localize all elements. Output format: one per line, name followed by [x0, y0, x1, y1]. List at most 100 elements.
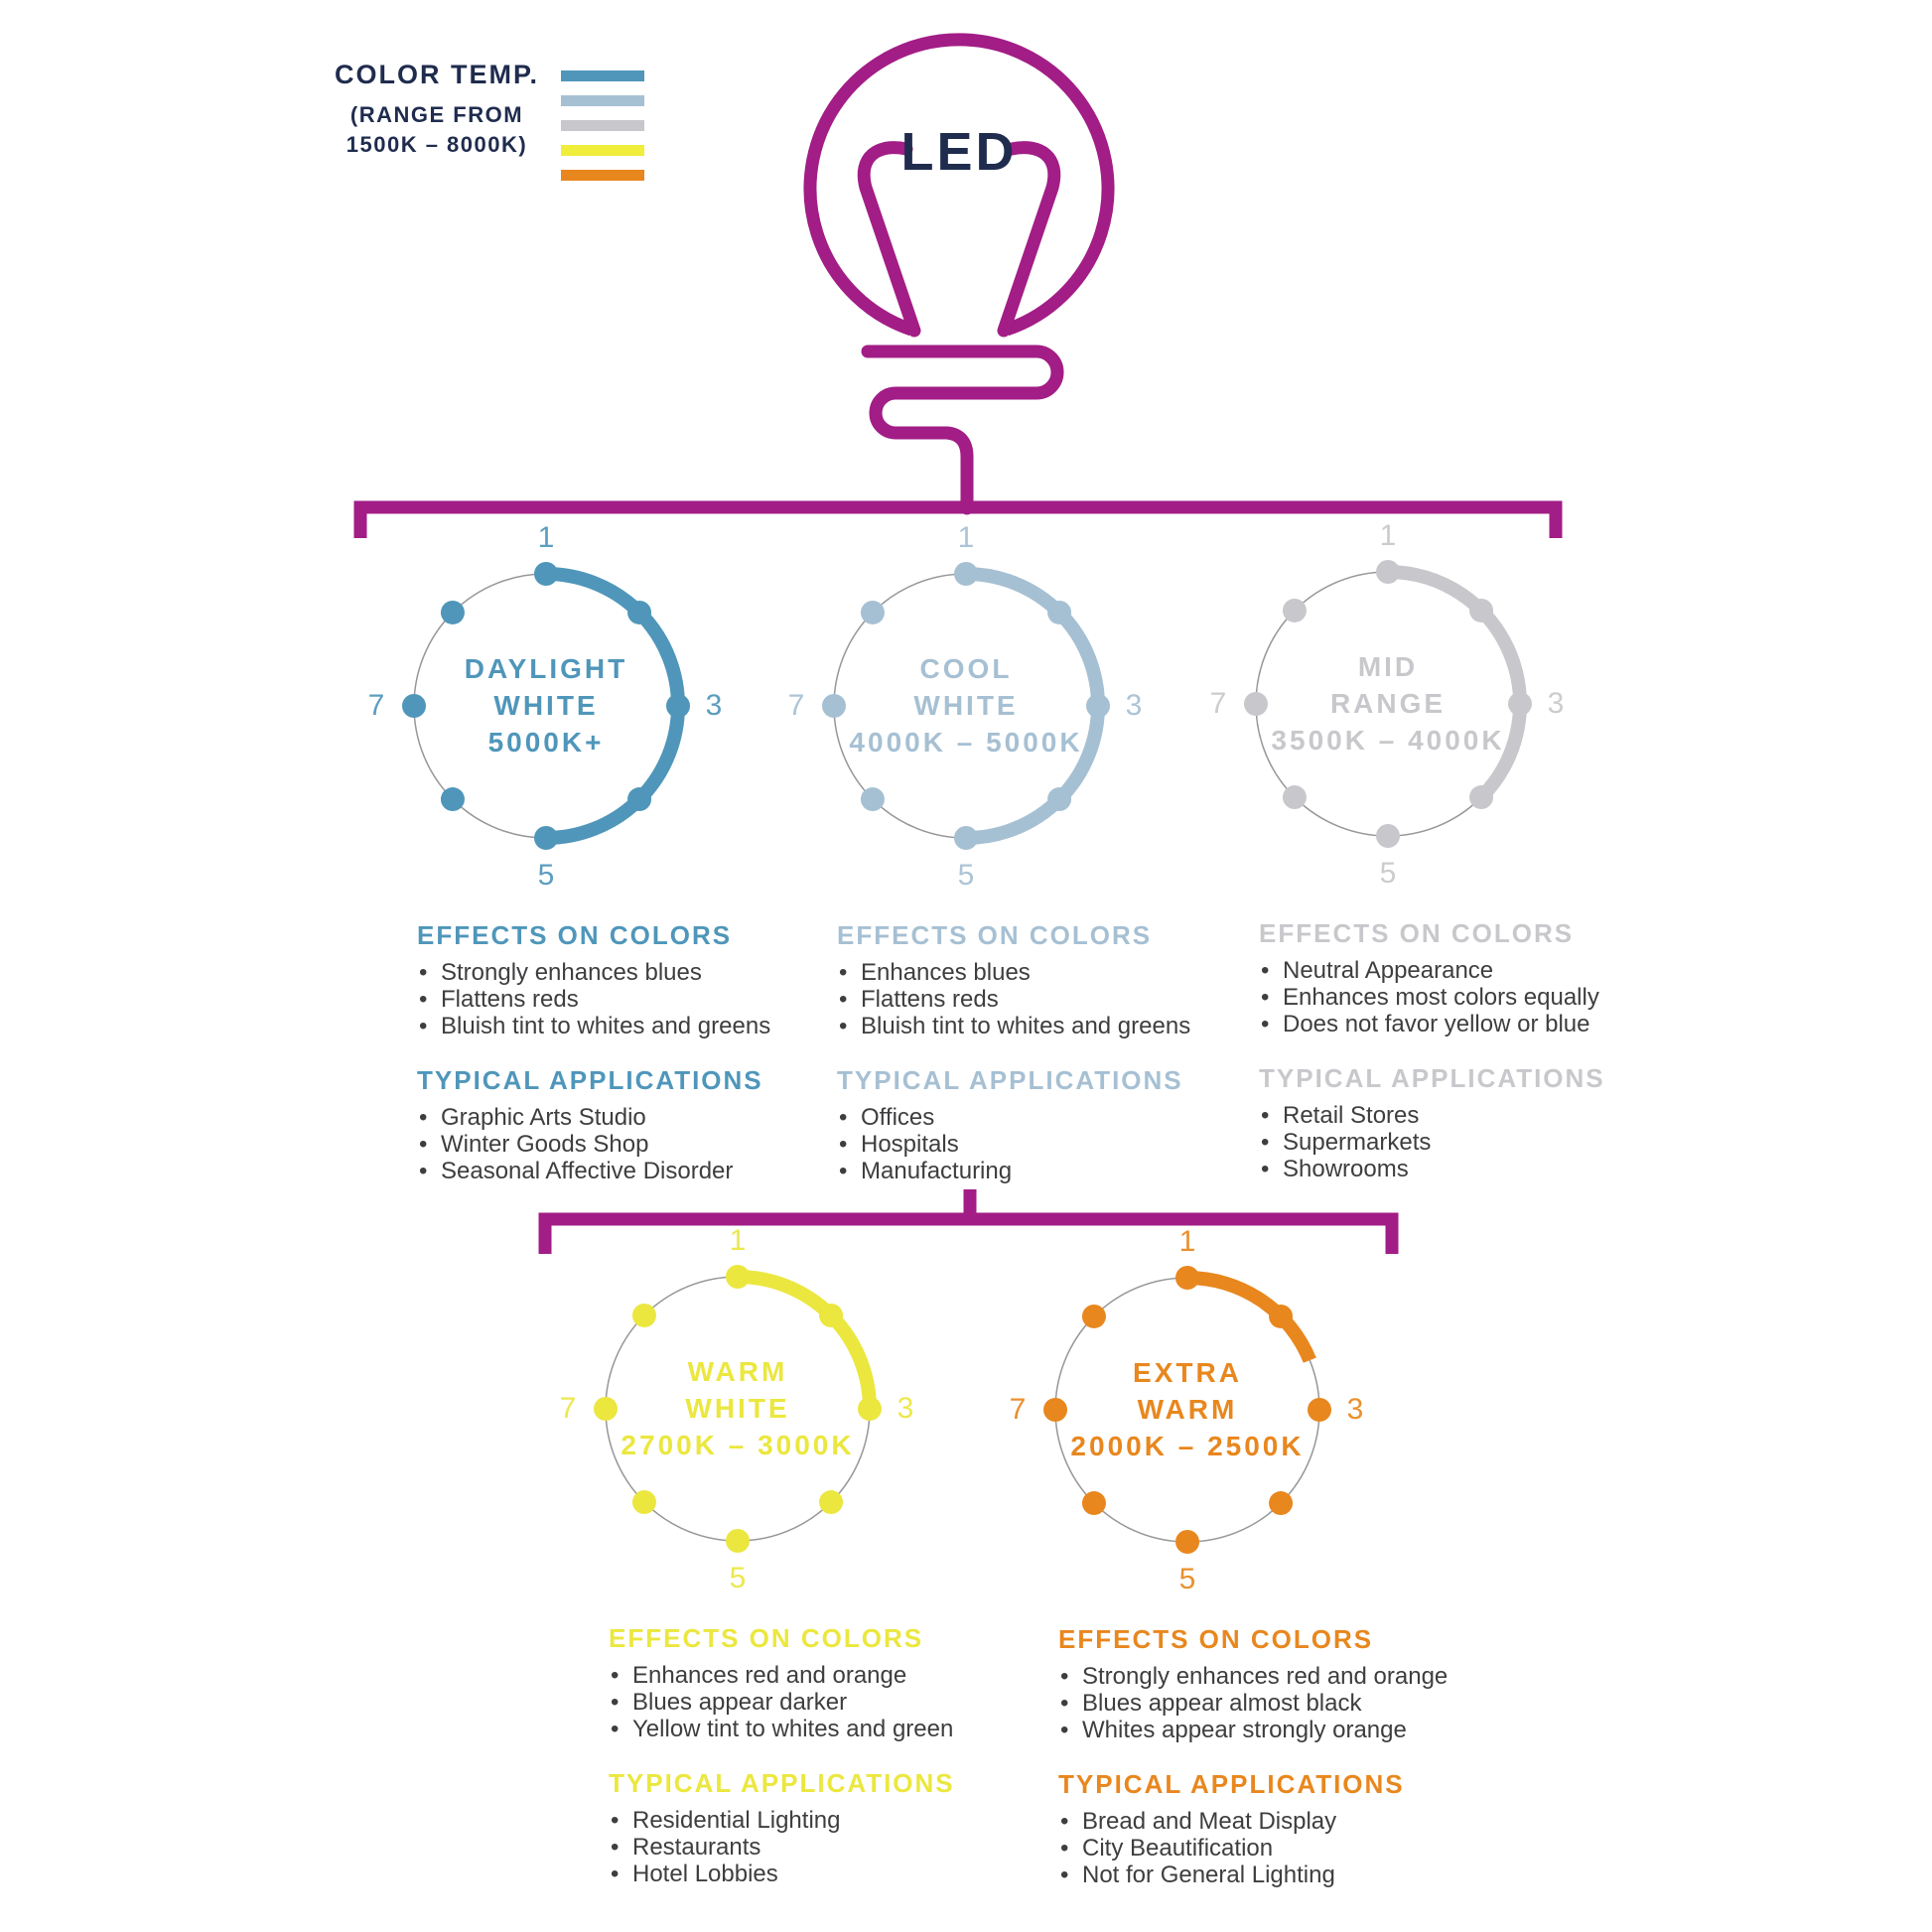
list-item: Blues appear almost black — [1058, 1690, 1475, 1717]
tick-label-1: 1 — [957, 521, 975, 554]
applications-list: Bread and Meat Display City Beautificati… — [1058, 1808, 1475, 1888]
tick-label-7: 7 — [1009, 1393, 1027, 1426]
tick-label-7: 7 — [367, 689, 385, 722]
applications-heading: TYPICAL APPLICATIONS — [1058, 1769, 1405, 1799]
list-item: Restaurants — [609, 1834, 1026, 1861]
list-item: Enhances most colors equally — [1259, 984, 1676, 1011]
card-info: EFFECTS ON COLORS Enhances blues Flatten… — [837, 920, 1254, 1210]
dial-graphic — [1043, 1266, 1331, 1554]
list-item: Bluish tint to whites and greens — [417, 1013, 834, 1039]
tick-label-1: 1 — [1379, 519, 1397, 552]
bulb-base-coil-icon — [861, 345, 1064, 515]
list-item: Graphic Arts Studio — [417, 1104, 834, 1131]
tick-label-5: 5 — [537, 859, 555, 892]
color-temp-legend: COLOR TEMP. (RANGE FROM 1500K – 8000K) — [318, 60, 556, 160]
list-item: Retail Stores — [1259, 1102, 1676, 1129]
effects-list: Strongly enhances blues Flattens reds Bl… — [417, 959, 834, 1039]
dial-title: DAYLIGHT WHITE 5000K+ — [464, 653, 628, 758]
bulb-filament-right-icon — [997, 141, 1061, 338]
legend-swatches — [561, 70, 644, 195]
tick-label-1: 1 — [729, 1224, 747, 1257]
tick-label-1: 1 — [1178, 1225, 1196, 1258]
card-daylight-white: 1 3 5 7 DAYLIGHT WHITE 5000K+ EFFECTS ON… — [367, 521, 771, 1184]
applications-list: Offices Hospitals Manufacturing — [837, 1104, 1254, 1184]
applications-heading: TYPICAL APPLICATIONS — [417, 1065, 763, 1095]
dial-warm-white: 1 3 5 7 WARM WHITE 2700K – 3000K — [559, 1224, 916, 1594]
dial-mid-range: 1 3 5 7 MID RANGE 3500K – 4000K — [1209, 519, 1567, 890]
applications-heading: TYPICAL APPLICATIONS — [1259, 1063, 1605, 1093]
effects-heading: EFFECTS ON COLORS — [1058, 1624, 1374, 1654]
legend-swatch-warm — [561, 145, 644, 156]
card-warm-white: 1 3 5 7 WARM WHITE 2700K – 3000K EFFECTS… — [559, 1224, 954, 1887]
list-item: Hospitals — [837, 1131, 1254, 1158]
legend-title: COLOR TEMP. — [334, 60, 540, 89]
list-item: Flattens reds — [417, 986, 834, 1013]
dial-graphic — [402, 562, 690, 850]
list-item: Winter Goods Shop — [417, 1131, 834, 1158]
legend-swatch-cool — [561, 95, 644, 106]
legend-subtitle-line1: (RANGE FROM — [349, 102, 524, 127]
dial-title: COOL WHITE 4000K – 5000K — [849, 653, 1083, 758]
list-item: Manufacturing — [837, 1158, 1254, 1184]
bulb-filament-left-icon — [857, 141, 921, 338]
dial-graphic — [1244, 560, 1532, 848]
tick-label-7: 7 — [559, 1392, 577, 1425]
effects-list: Enhances blues Flattens reds Bluish tint… — [837, 959, 1254, 1039]
dial-cool-white: 1 3 5 7 COOL WHITE 4000K – 5000K — [787, 521, 1145, 892]
list-item: Flattens reds — [837, 986, 1254, 1013]
applications-list: Retail Stores Supermarkets Showrooms — [1259, 1102, 1676, 1182]
card-info: EFFECTS ON COLORS Neutral Appearance Enh… — [1259, 918, 1676, 1208]
list-item: Offices — [837, 1104, 1254, 1131]
tick-label-1: 1 — [537, 521, 555, 554]
bulb-glass-icon — [803, 33, 1115, 337]
applications-heading: TYPICAL APPLICATIONS — [609, 1768, 955, 1798]
dial-graphic — [594, 1265, 882, 1553]
list-item: Does not favor yellow or blue — [1259, 1011, 1676, 1037]
tick-label-5: 5 — [729, 1562, 747, 1594]
led-label: LED — [900, 122, 1018, 182]
tick-label-5: 5 — [957, 859, 975, 892]
effects-heading: EFFECTS ON COLORS — [837, 920, 1153, 950]
connector-row2 — [538, 1212, 1399, 1254]
list-item: City Beautification — [1058, 1835, 1475, 1862]
tick-label-5: 5 — [1178, 1563, 1196, 1595]
effects-heading: EFFECTS ON COLORS — [1259, 918, 1575, 948]
effects-list: Strongly enhances red and orange Blues a… — [1058, 1663, 1475, 1743]
list-item: Bluish tint to whites and greens — [837, 1013, 1254, 1039]
card-extra-warm: 1 3 5 7 EXTRA WARM 2000K – 2500K EFFECTS… — [1009, 1225, 1449, 1888]
dial-extra-warm: 1 3 5 7 EXTRA WARM 2000K – 2500K — [1009, 1225, 1366, 1595]
tick-label-3: 3 — [1547, 687, 1565, 720]
card-mid-range: 1 3 5 7 MID RANGE 3500K – 4000K EFFECTS … — [1209, 519, 1603, 1182]
list-item: Supermarkets — [1259, 1129, 1676, 1156]
effects-heading: EFFECTS ON COLORS — [417, 920, 733, 950]
list-item: Neutral Appearance — [1259, 957, 1676, 984]
tick-label-7: 7 — [787, 689, 805, 722]
tick-label-7: 7 — [1209, 687, 1227, 720]
tick-label-3: 3 — [705, 689, 723, 722]
legend-swatch-extra-warm — [561, 170, 644, 181]
list-item: Enhances red and orange — [609, 1662, 1026, 1689]
card-cool-white: 1 3 5 7 COOL WHITE 4000K – 5000K EFFECTS… — [787, 521, 1191, 1184]
legend-subtitle-line2: 1500K – 8000K) — [345, 132, 528, 157]
list-item: Enhances blues — [837, 959, 1254, 986]
list-item: Showrooms — [1259, 1156, 1676, 1182]
effects-list: Enhances red and orange Blues appear dar… — [609, 1662, 1026, 1742]
list-item: Yellow tint to whites and green — [609, 1716, 1026, 1742]
tick-label-3: 3 — [897, 1392, 914, 1425]
dial-title: WARM WHITE 2700K – 3000K — [621, 1356, 855, 1460]
list-item: Blues appear darker — [609, 1689, 1026, 1716]
card-info: EFFECTS ON COLORS Strongly enhances blue… — [417, 920, 834, 1210]
dial-title: MID RANGE 3500K – 4000K — [1271, 651, 1505, 756]
effects-list: Neutral Appearance Enhances most colors … — [1259, 957, 1676, 1037]
dial-graphic — [822, 562, 1110, 850]
legend-swatch-mid — [561, 120, 644, 131]
card-info: EFFECTS ON COLORS Strongly enhances red … — [1058, 1624, 1475, 1914]
applications-list: Graphic Arts Studio Winter Goods Shop Se… — [417, 1104, 834, 1184]
dial-daylight-white: 1 3 5 7 DAYLIGHT WHITE 5000K+ — [367, 521, 725, 892]
legend-swatch-daylight — [561, 70, 644, 81]
tick-label-3: 3 — [1346, 1393, 1364, 1426]
card-info: EFFECTS ON COLORS Enhances red and orang… — [609, 1623, 1026, 1913]
list-item: Not for General Lighting — [1058, 1862, 1475, 1888]
